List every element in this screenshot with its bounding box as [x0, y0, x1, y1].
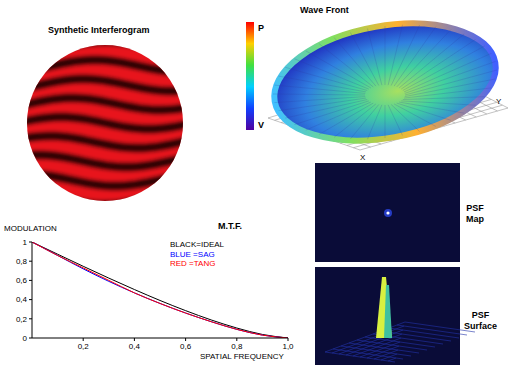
svg-text:V: V	[258, 120, 264, 130]
svg-text:0,2: 0,2	[78, 342, 90, 351]
html-text:M.T.F.: M.T.F.	[218, 221, 242, 231]
html-text:RED =TANG: RED =TANG	[170, 259, 216, 269]
html-text:MODULATION: MODULATION	[4, 224, 57, 233]
svg-text:0,2: 0,2	[16, 315, 28, 324]
html-text:Wave Front: Wave Front	[300, 5, 349, 15]
html-text:Synthetic Interferogram: Synthetic Interferogram	[48, 25, 150, 35]
svg-text:0,6: 0,6	[16, 276, 28, 285]
svg-text:0: 0	[23, 334, 28, 343]
svg-text:X: X	[360, 153, 366, 162]
html-text:Map: Map	[466, 213, 484, 224]
html-text:PSF: PSF	[471, 310, 490, 320]
html-text:Surface: Surface	[464, 320, 497, 331]
svg-text:0,4: 0,4	[16, 295, 28, 304]
svg-text:0,8: 0,8	[16, 257, 28, 266]
svg-text:0,4: 0,4	[129, 342, 141, 351]
html-text:BLACK=IDEAL: BLACK=IDEAL	[170, 240, 224, 249]
svg-text:Y: Y	[496, 97, 502, 106]
svg-text:0,6: 0,6	[180, 342, 192, 351]
svg-text:1,0: 1,0	[282, 342, 294, 351]
html-text:PSF: PSF	[466, 203, 484, 213]
svg-text:1: 1	[23, 238, 28, 247]
html-text:SPATIAL FREQUENCY: SPATIAL FREQUENCY	[200, 352, 284, 361]
html-text:BLUE =SAG: BLUE =SAG	[170, 249, 215, 259]
svg-text:0,8: 0,8	[231, 342, 243, 351]
svg-text:P: P	[258, 23, 264, 33]
